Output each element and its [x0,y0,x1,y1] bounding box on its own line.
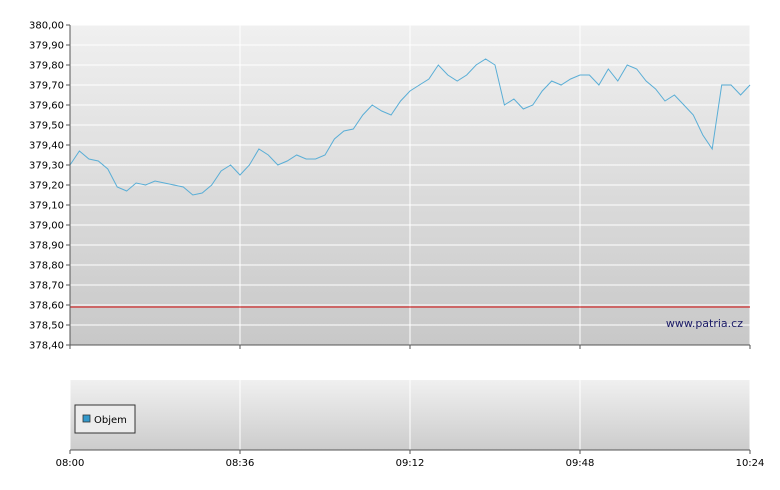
volume-grid [69,380,751,450]
price-y-tick-label: 379,20 [29,181,64,192]
price-y-tick-label: 379,40 [29,141,64,152]
volume-x-ticks: 08:00 08:36 09:12 09:48 10:24 [56,450,765,469]
volume-legend: Objem [74,404,136,434]
price-y-tick-label: 380,00 [29,21,64,32]
price-y-ticks: 380,00 379,90 379,80 379,70 379,60 379,50 379,… [29,21,70,352]
price-y-tick-label: 379,30 [29,161,64,172]
price-y-tick-label: 379,80 [29,61,64,72]
volume-x-tick-label: 09:12 [396,458,425,469]
volume-x-tick-label: 08:00 [56,458,85,469]
price-y-tick-label: 378,70 [29,281,64,292]
volume-x-tick-label: 09:48 [566,458,595,469]
price-y-tick-label: 379,90 [29,41,64,52]
price-y-tick-label: 378,80 [29,261,64,272]
price-grid [69,24,751,346]
price-y-tick-label: 379,10 [29,201,64,212]
volume-panel: 08:00 08:36 09:12 09:48 10:24 Objem [56,380,765,469]
price-y-tick-label: 378,40 [29,341,64,352]
price-y-tick-label: 379,00 [29,221,64,232]
price-y-tick-label: 379,70 [29,81,64,92]
watermark: www.patria.cz [666,317,743,330]
legend-swatch [82,414,91,423]
price-y-tick-label: 379,50 [29,121,64,132]
price-y-tick-label: 378,50 [29,321,64,332]
price-y-tick-label: 379,60 [29,101,64,112]
price-y-tick-label: 378,90 [29,241,64,252]
price-x-ticks [69,345,751,349]
price-y-tick-label: 378,60 [29,301,64,312]
price-panel: 380,00 379,90 379,80 379,70 379,60 379,50 379,… [29,21,751,352]
volume-x-tick-label: 10:24 [736,458,765,469]
legend-label: Objem [94,415,127,426]
volume-x-tick-label: 08:36 [226,458,255,469]
price-series-line [69,58,751,196]
